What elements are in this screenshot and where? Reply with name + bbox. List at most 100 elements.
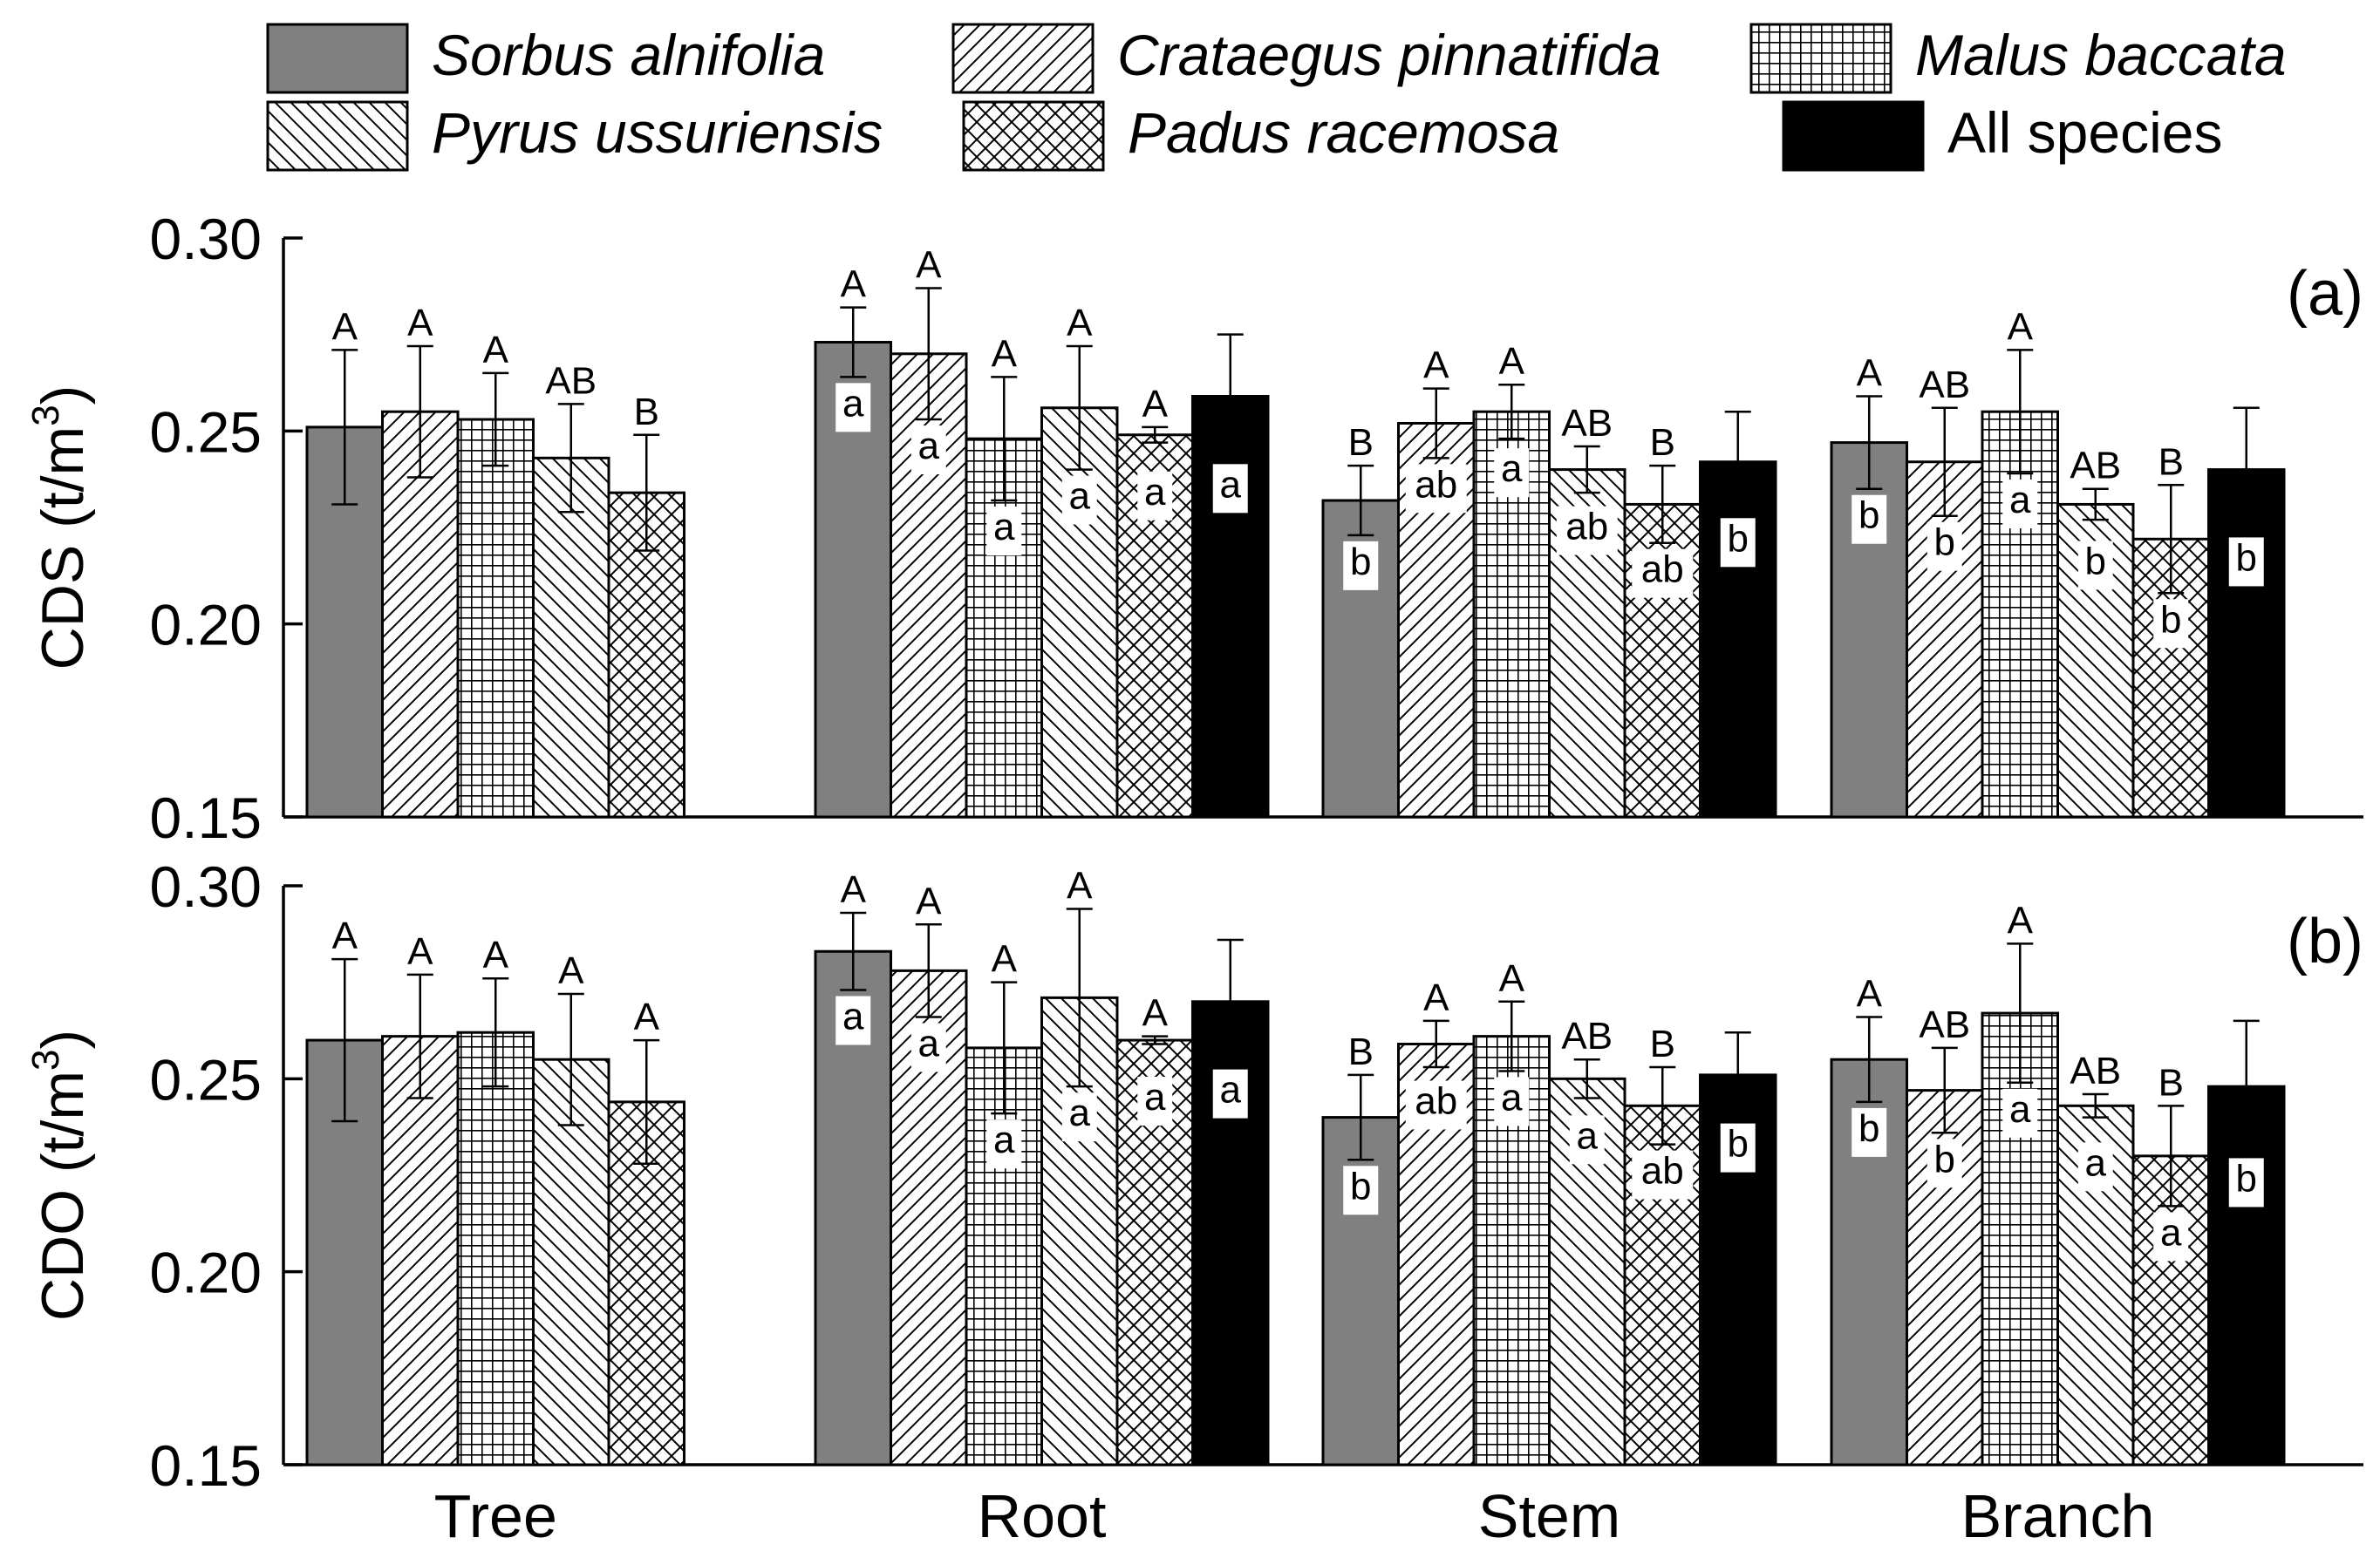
legend-label: Padus racemosa bbox=[1128, 100, 1559, 165]
significance-lower-letter: a bbox=[2160, 1211, 2182, 1254]
bar-crataegus-pinnatifida-stem: Aab bbox=[1397, 344, 1476, 819]
legend-swatch bbox=[951, 23, 1095, 94]
significance-lower-letter: a bbox=[2009, 479, 2031, 521]
significance-lower-bg bbox=[1851, 1107, 1887, 1157]
significance-lower-letter: b bbox=[1858, 1107, 1879, 1150]
significance-upper-letter: B bbox=[1650, 421, 1675, 464]
significance-lower-letter: b bbox=[1350, 541, 1371, 583]
significance-upper-letter: A bbox=[558, 949, 584, 992]
legend: Sorbus alnifolia Crataegus pinnatifida Mal… bbox=[266, 23, 2287, 172]
significance-lower-bg bbox=[2228, 537, 2264, 587]
y-tick-label: 0.15 bbox=[150, 786, 262, 850]
bar-sorbus-alnifolia-stem: Bb bbox=[1321, 421, 1400, 819]
significance-lower-bg bbox=[1494, 448, 1530, 498]
bar bbox=[456, 1031, 535, 1466]
bar-padus-racemosa-root: Aa bbox=[1115, 383, 1194, 819]
significance-lower-letter: b bbox=[1728, 517, 1749, 560]
legend-label: Pyrus ussuriensis bbox=[432, 100, 883, 165]
significance-lower-bg bbox=[2002, 1088, 2038, 1138]
significance-lower-bg bbox=[1212, 464, 1248, 514]
bar bbox=[890, 352, 968, 819]
x-category-label-tree: Tree bbox=[434, 1482, 557, 1550]
y-tick-label: 0.20 bbox=[150, 1241, 262, 1305]
significance-upper-letter: A bbox=[1067, 865, 1093, 908]
bar bbox=[1191, 394, 1270, 819]
bar bbox=[1981, 1011, 2059, 1466]
significance-lower-bg bbox=[910, 425, 946, 475]
significance-lower-bg bbox=[1927, 1139, 1962, 1188]
significance-lower-letter: a bbox=[918, 1023, 940, 1065]
bar-pyrus-ussuriensis-branch: AB a bbox=[2056, 1050, 2135, 1466]
significance-lower-letter: a bbox=[842, 996, 864, 1038]
significance-upper-letter: A bbox=[992, 938, 1018, 981]
y-tick-label: 0.30 bbox=[150, 854, 262, 919]
bar-sorbus-alnifolia-branch: Ab bbox=[1830, 351, 1908, 819]
bar-crataegus-pinnatifida-stem: Aab bbox=[1397, 976, 1476, 1466]
bar-padus-racemosa-root: Aa bbox=[1115, 992, 1194, 1466]
significance-upper-letter: A bbox=[1499, 957, 1525, 1000]
significance-upper-letter: A bbox=[483, 329, 509, 371]
significance-lower-bg bbox=[1569, 1115, 1605, 1165]
legend-swatch bbox=[266, 23, 409, 94]
significance-lower-bg bbox=[1720, 518, 1756, 568]
y-axis-label: CDO (t/m3) bbox=[24, 1030, 96, 1321]
x-category-label-root: Root bbox=[978, 1482, 1107, 1550]
significance-lower-letter: ab bbox=[1565, 506, 1608, 548]
bar bbox=[381, 1035, 460, 1466]
significance-lower-bg bbox=[986, 1119, 1022, 1169]
significance-lower-letter: a bbox=[2085, 1141, 2107, 1184]
significance-lower-letter: a bbox=[1144, 471, 1166, 514]
significance-lower-bg bbox=[1494, 1077, 1530, 1126]
significance-lower-letter: b bbox=[1858, 494, 1879, 537]
bar-pyrus-ussuriensis-tree: AB bbox=[532, 359, 610, 819]
bar bbox=[965, 437, 1043, 819]
bar-padus-racemosa-branch: Ba bbox=[2131, 1061, 2210, 1466]
significance-upper-letter: AB bbox=[1919, 1004, 1970, 1046]
significance-lower-letter: b bbox=[2236, 536, 2257, 579]
significance-upper-letter: A bbox=[407, 302, 433, 344]
significance-lower-bg bbox=[1212, 1069, 1248, 1119]
legend-label: Crataegus pinnatifida bbox=[1117, 23, 1661, 87]
x-axis-labels: Tree Root Stem Branch bbox=[434, 1482, 2155, 1550]
bar bbox=[1699, 460, 1777, 819]
significance-upper-letter: AB bbox=[1561, 1015, 1613, 1058]
bar-all-species-root: a bbox=[1191, 938, 1270, 1466]
bar-padus-racemosa-stem: Bab bbox=[1623, 421, 1701, 819]
panel-label: (a) bbox=[2287, 259, 2363, 329]
significance-upper-letter: A bbox=[1857, 351, 1883, 394]
significance-lower-letter: a bbox=[1220, 463, 1242, 506]
legend-item-malus-baccata: Malus baccata bbox=[1749, 23, 2287, 94]
bar bbox=[532, 456, 610, 819]
significance-lower-bg bbox=[2077, 541, 2113, 590]
panel-label: (b) bbox=[2287, 907, 2363, 976]
significance-lower-bg bbox=[910, 1023, 946, 1072]
significance-lower-letter: a bbox=[993, 506, 1015, 548]
significance-lower-letter: b bbox=[2236, 1157, 2257, 1200]
bar-malus-baccata-stem: Aa bbox=[1472, 340, 1551, 819]
significance-upper-letter: AB bbox=[2070, 445, 2121, 487]
significance-lower-letter: a bbox=[842, 382, 864, 425]
bar-malus-baccata-branch: Aa bbox=[1981, 305, 2059, 819]
bar-pyrus-ussuriensis-branch: AB b bbox=[2056, 445, 2135, 819]
bar-sorbus-alnifolia-tree: A bbox=[305, 915, 384, 1466]
x-category-label-branch: Branch bbox=[1961, 1482, 2155, 1550]
significance-lower-letter: a bbox=[1501, 447, 1523, 490]
bar-malus-baccata-tree: A bbox=[456, 329, 535, 819]
y-tick-label: 0.25 bbox=[150, 1047, 262, 1112]
significance-upper-letter: A bbox=[332, 915, 358, 957]
bar-malus-baccata-stem: Aa bbox=[1472, 957, 1551, 1466]
significance-upper-letter: A bbox=[1142, 383, 1169, 425]
significance-upper-letter: AB bbox=[545, 359, 597, 402]
significance-upper-letter: AB bbox=[2070, 1050, 2121, 1092]
significance-upper-letter: B bbox=[2158, 1061, 2184, 1104]
bar-crataegus-pinnatifida-tree: A bbox=[381, 302, 460, 819]
significance-lower-bg bbox=[1343, 1166, 1379, 1215]
significance-lower-bg bbox=[835, 996, 871, 1045]
significance-lower-bg bbox=[1137, 471, 1173, 520]
significance-lower-letter: a bbox=[1220, 1069, 1242, 1112]
significance-lower-bg bbox=[1720, 1123, 1756, 1173]
bar-malus-baccata-root: Aa bbox=[965, 938, 1043, 1466]
significance-lower-bg bbox=[2153, 1212, 2189, 1262]
bar-sorbus-alnifolia-stem: Bb bbox=[1321, 1031, 1400, 1466]
